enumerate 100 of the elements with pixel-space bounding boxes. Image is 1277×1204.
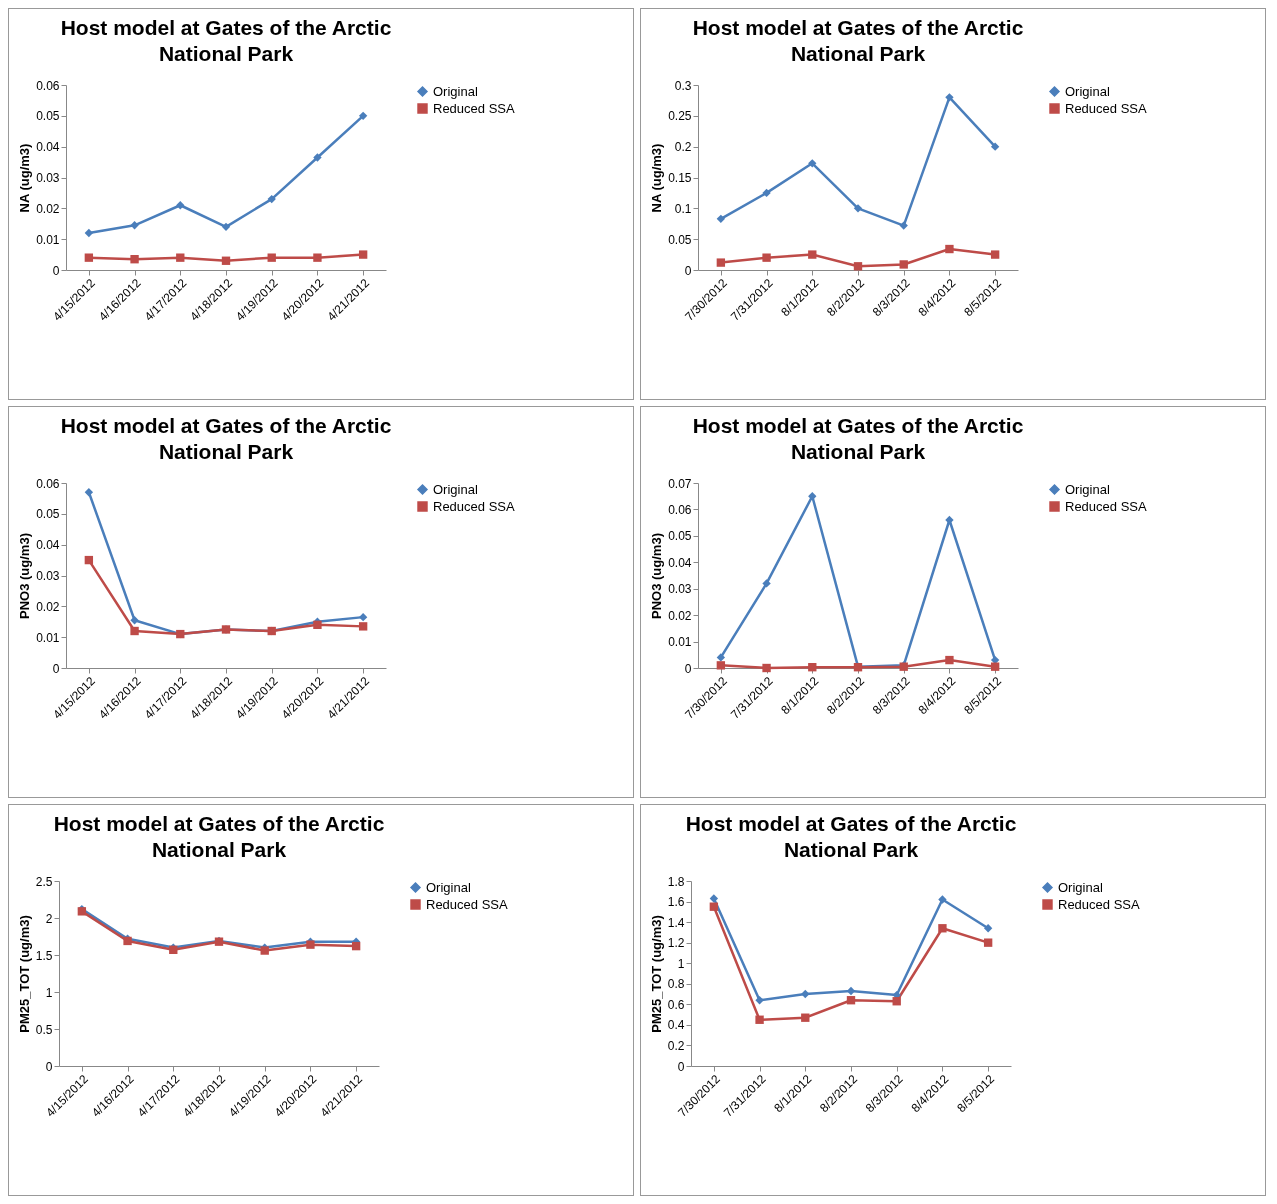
point: [130, 255, 139, 264]
point: [716, 258, 726, 267]
y-tick-label: 0.04: [36, 140, 60, 155]
y-tick-label: 0: [52, 661, 60, 676]
point: [808, 159, 817, 168]
y-tick-label: 1: [45, 985, 53, 1000]
chart-title: Host model at Gates of the Arctic National Park: [692, 414, 1024, 463]
point: [130, 616, 139, 625]
point: [709, 902, 719, 911]
point: [709, 894, 719, 903]
point: [945, 244, 954, 254]
point: [990, 142, 1000, 151]
point: [84, 228, 94, 238]
legend-label: Reduced SSA: [433, 100, 515, 116]
point: [808, 250, 817, 259]
point: [899, 221, 908, 230]
y-tick-label: 1.6: [667, 895, 685, 910]
point: [358, 622, 368, 631]
y-tick-label: 0.02: [668, 608, 692, 623]
legend-label: Reduced SSA: [426, 896, 508, 912]
point: [358, 111, 368, 121]
point: [221, 256, 231, 265]
y-tick-label: 0.2: [667, 1038, 685, 1053]
y-tick-label: 0.06: [36, 476, 60, 491]
y-tick-label: 0.05: [36, 507, 60, 522]
chart-title: Host model at Gates of the Arctic National Park: [685, 812, 1017, 861]
point: [313, 620, 322, 630]
y-axis-title: NA (ug/m3): [649, 143, 665, 213]
point: [130, 221, 139, 230]
chart-title: Host model at Gates of the Arctic National Park: [692, 16, 1024, 65]
point: [762, 663, 771, 673]
y-tick-label: 0.06: [36, 78, 60, 93]
point: [846, 996, 856, 1005]
chart-title: Host model at Gates of the Arctic National Park: [60, 414, 392, 463]
legend-label: Original: [426, 879, 471, 895]
point: [808, 492, 817, 501]
legend-label: Reduced SSA: [1065, 498, 1147, 514]
y-axis-title: PNO3 (ug/m3): [649, 533, 665, 619]
y-tick-label: 0.05: [668, 232, 692, 247]
y-tick-label: 1.5: [35, 948, 53, 963]
point: [755, 996, 764, 1005]
y-tick-label: 0: [677, 1059, 685, 1074]
y-tick-label: 0.02: [36, 201, 60, 216]
point: [945, 655, 954, 665]
point: [945, 93, 954, 102]
y-tick-label: 2: [45, 911, 53, 926]
y-tick-label: 0.04: [668, 555, 692, 570]
y-tick-label: 0.2: [674, 140, 692, 155]
legend-label: Original: [1065, 83, 1110, 99]
y-tick-label: 0.01: [36, 232, 60, 247]
point: [313, 253, 322, 262]
y-tick-label: 0.6: [667, 997, 685, 1012]
y-tick-label: 0.4: [667, 1018, 685, 1033]
point: [221, 222, 231, 232]
y-tick-label: 1.8: [667, 874, 685, 889]
legend-label: Original: [433, 481, 478, 497]
y-tick-label: 0.03: [36, 171, 60, 185]
legend-label: Reduced SSA: [433, 498, 515, 514]
point: [801, 989, 810, 999]
y-tick-label: 0.03: [36, 569, 60, 583]
y-tick-label: 0: [52, 263, 60, 278]
y-tick-label: 0: [684, 263, 692, 278]
point: [716, 214, 726, 223]
point: [267, 194, 276, 204]
point: [716, 653, 726, 662]
point: [755, 1015, 764, 1024]
point: [313, 153, 322, 162]
y-tick-label: 0.04: [36, 538, 60, 553]
y-tick-label: 1.4: [667, 915, 685, 930]
y-tick-label: 0.03: [668, 582, 692, 597]
point: [938, 924, 947, 933]
point: [990, 250, 1000, 259]
y-tick-label: 0.02: [36, 599, 60, 614]
y-tick-label: 0.06: [668, 502, 692, 517]
point: [351, 941, 361, 951]
y-tick-label: 0.1: [674, 201, 692, 216]
y-tick-label: 1.2: [667, 936, 685, 951]
point: [983, 924, 993, 933]
point: [762, 579, 771, 588]
point: [762, 188, 771, 198]
point: [176, 201, 185, 210]
point: [983, 938, 993, 947]
point: [899, 260, 908, 269]
point: [130, 626, 139, 636]
point: [358, 250, 368, 259]
point: [762, 253, 771, 262]
point: [938, 895, 947, 904]
point: [84, 488, 94, 497]
legend-label: Original: [433, 83, 478, 99]
y-tick-label: 0.05: [36, 109, 60, 124]
legend-label: Reduced SSA: [1065, 100, 1147, 116]
point: [358, 612, 368, 622]
point: [716, 661, 726, 670]
y-tick-label: 0.15: [668, 171, 692, 185]
chart-title: Host model at Gates of the Arctic National Park: [53, 812, 385, 861]
y-axis-title: NA (ug/m3): [17, 143, 33, 213]
y-tick-label: 0.25: [668, 109, 692, 124]
y-tick-label: 0.01: [668, 635, 692, 650]
point: [267, 253, 276, 262]
point: [853, 204, 863, 213]
